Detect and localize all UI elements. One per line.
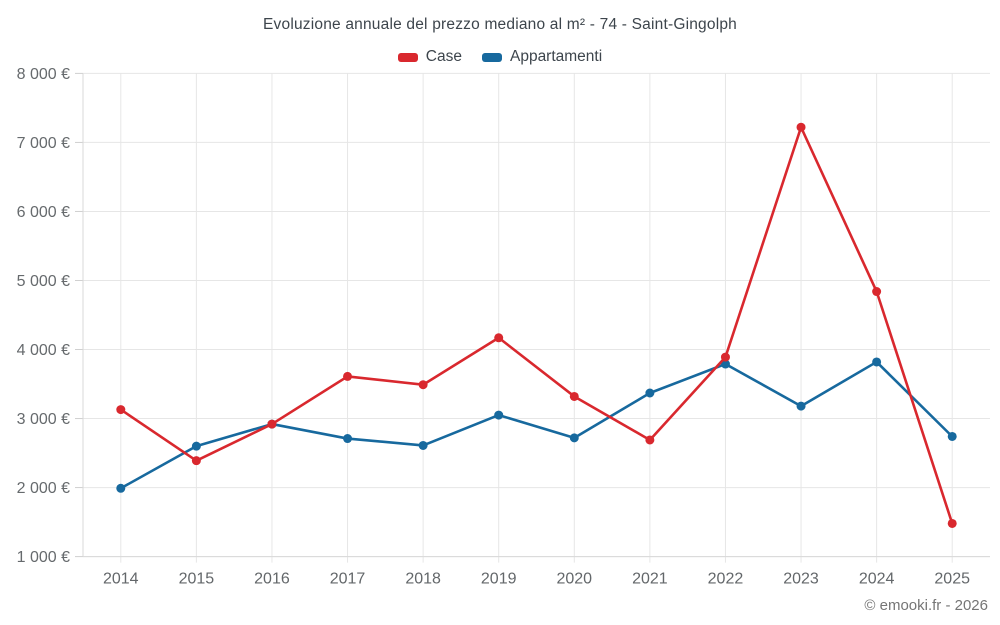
y-axis-label: 3 000 € [17, 411, 70, 428]
x-axis-label: 2017 [330, 571, 366, 588]
y-axis-label: 2 000 € [17, 480, 70, 497]
x-axis-label: 2022 [708, 571, 744, 588]
data-point-case-2016[interactable] [267, 419, 277, 429]
legend: Case Appartamenti [0, 48, 1000, 66]
data-point-case-2015[interactable] [191, 456, 201, 466]
x-axis-label: 2021 [632, 571, 668, 588]
y-axis-label: 5 000 € [17, 273, 70, 290]
series-line-case [119, 125, 954, 525]
data-point-appartamenti-2023[interactable] [796, 401, 806, 411]
data-point-appartamenti-2022[interactable] [720, 359, 730, 369]
data-point-case-2022[interactable] [720, 352, 730, 362]
x-axis-label: 2015 [179, 571, 215, 588]
data-point-appartamenti-2021[interactable] [645, 388, 655, 398]
x-axis-label: 2024 [859, 571, 895, 588]
data-point-appartamenti-2017[interactable] [343, 434, 353, 444]
x-axis-label: 2016 [254, 571, 290, 588]
x-axis-label: 2023 [783, 571, 819, 588]
chart-title: Evoluzione annuale del prezzo mediano al… [263, 16, 737, 33]
data-point-appartamenti-2024[interactable] [872, 357, 882, 367]
y-axis-label: 7 000 € [17, 135, 70, 152]
data-point-case-2014[interactable] [116, 405, 126, 415]
data-point-case-2024[interactable] [872, 287, 882, 297]
data-point-appartamenti-2014[interactable] [116, 483, 126, 493]
data-point-appartamenti-2025[interactable] [947, 431, 957, 441]
data-point-appartamenti-2018[interactable] [418, 440, 428, 450]
data-point-case-2023[interactable] [796, 122, 806, 132]
case-series-swatch-icon [397, 52, 418, 62]
series-line-appartamenti [119, 360, 954, 490]
y-axis-label: 1 000 € [17, 549, 70, 566]
x-axis-label: 2019 [481, 571, 517, 588]
x-axis-label: 2018 [405, 571, 441, 588]
data-point-case-2017[interactable] [343, 371, 353, 381]
x-axis-label: 2025 [934, 571, 970, 588]
data-point-appartamenti-2019[interactable] [494, 410, 504, 420]
x-axis-label: 2020 [556, 571, 592, 588]
y-axis-label: 6 000 € [17, 204, 70, 221]
data-point-case-2018[interactable] [418, 380, 428, 390]
data-point-case-2020[interactable] [569, 391, 579, 401]
y-axis-label: 4 000 € [17, 342, 70, 359]
legend-item-appartamenti[interactable]: Appartamenti [481, 48, 603, 66]
legend-item-case[interactable]: Case [397, 48, 462, 66]
data-point-case-2025[interactable] [947, 518, 957, 528]
data-point-appartamenti-2020[interactable] [569, 433, 579, 443]
y-axis-label: 8 000 € [17, 66, 70, 83]
appartamenti-series-swatch-icon [481, 52, 502, 62]
data-point-case-2019[interactable] [494, 333, 504, 343]
legend-label-appartamenti: Appartamenti [509, 48, 603, 65]
data-point-appartamenti-2015[interactable] [191, 441, 201, 451]
data-point-case-2021[interactable] [645, 435, 655, 445]
copyright-footer: © emooki.fr - 2026 [864, 597, 988, 614]
x-axis-label: 2014 [103, 571, 139, 588]
legend-label-case: Case [425, 48, 462, 65]
